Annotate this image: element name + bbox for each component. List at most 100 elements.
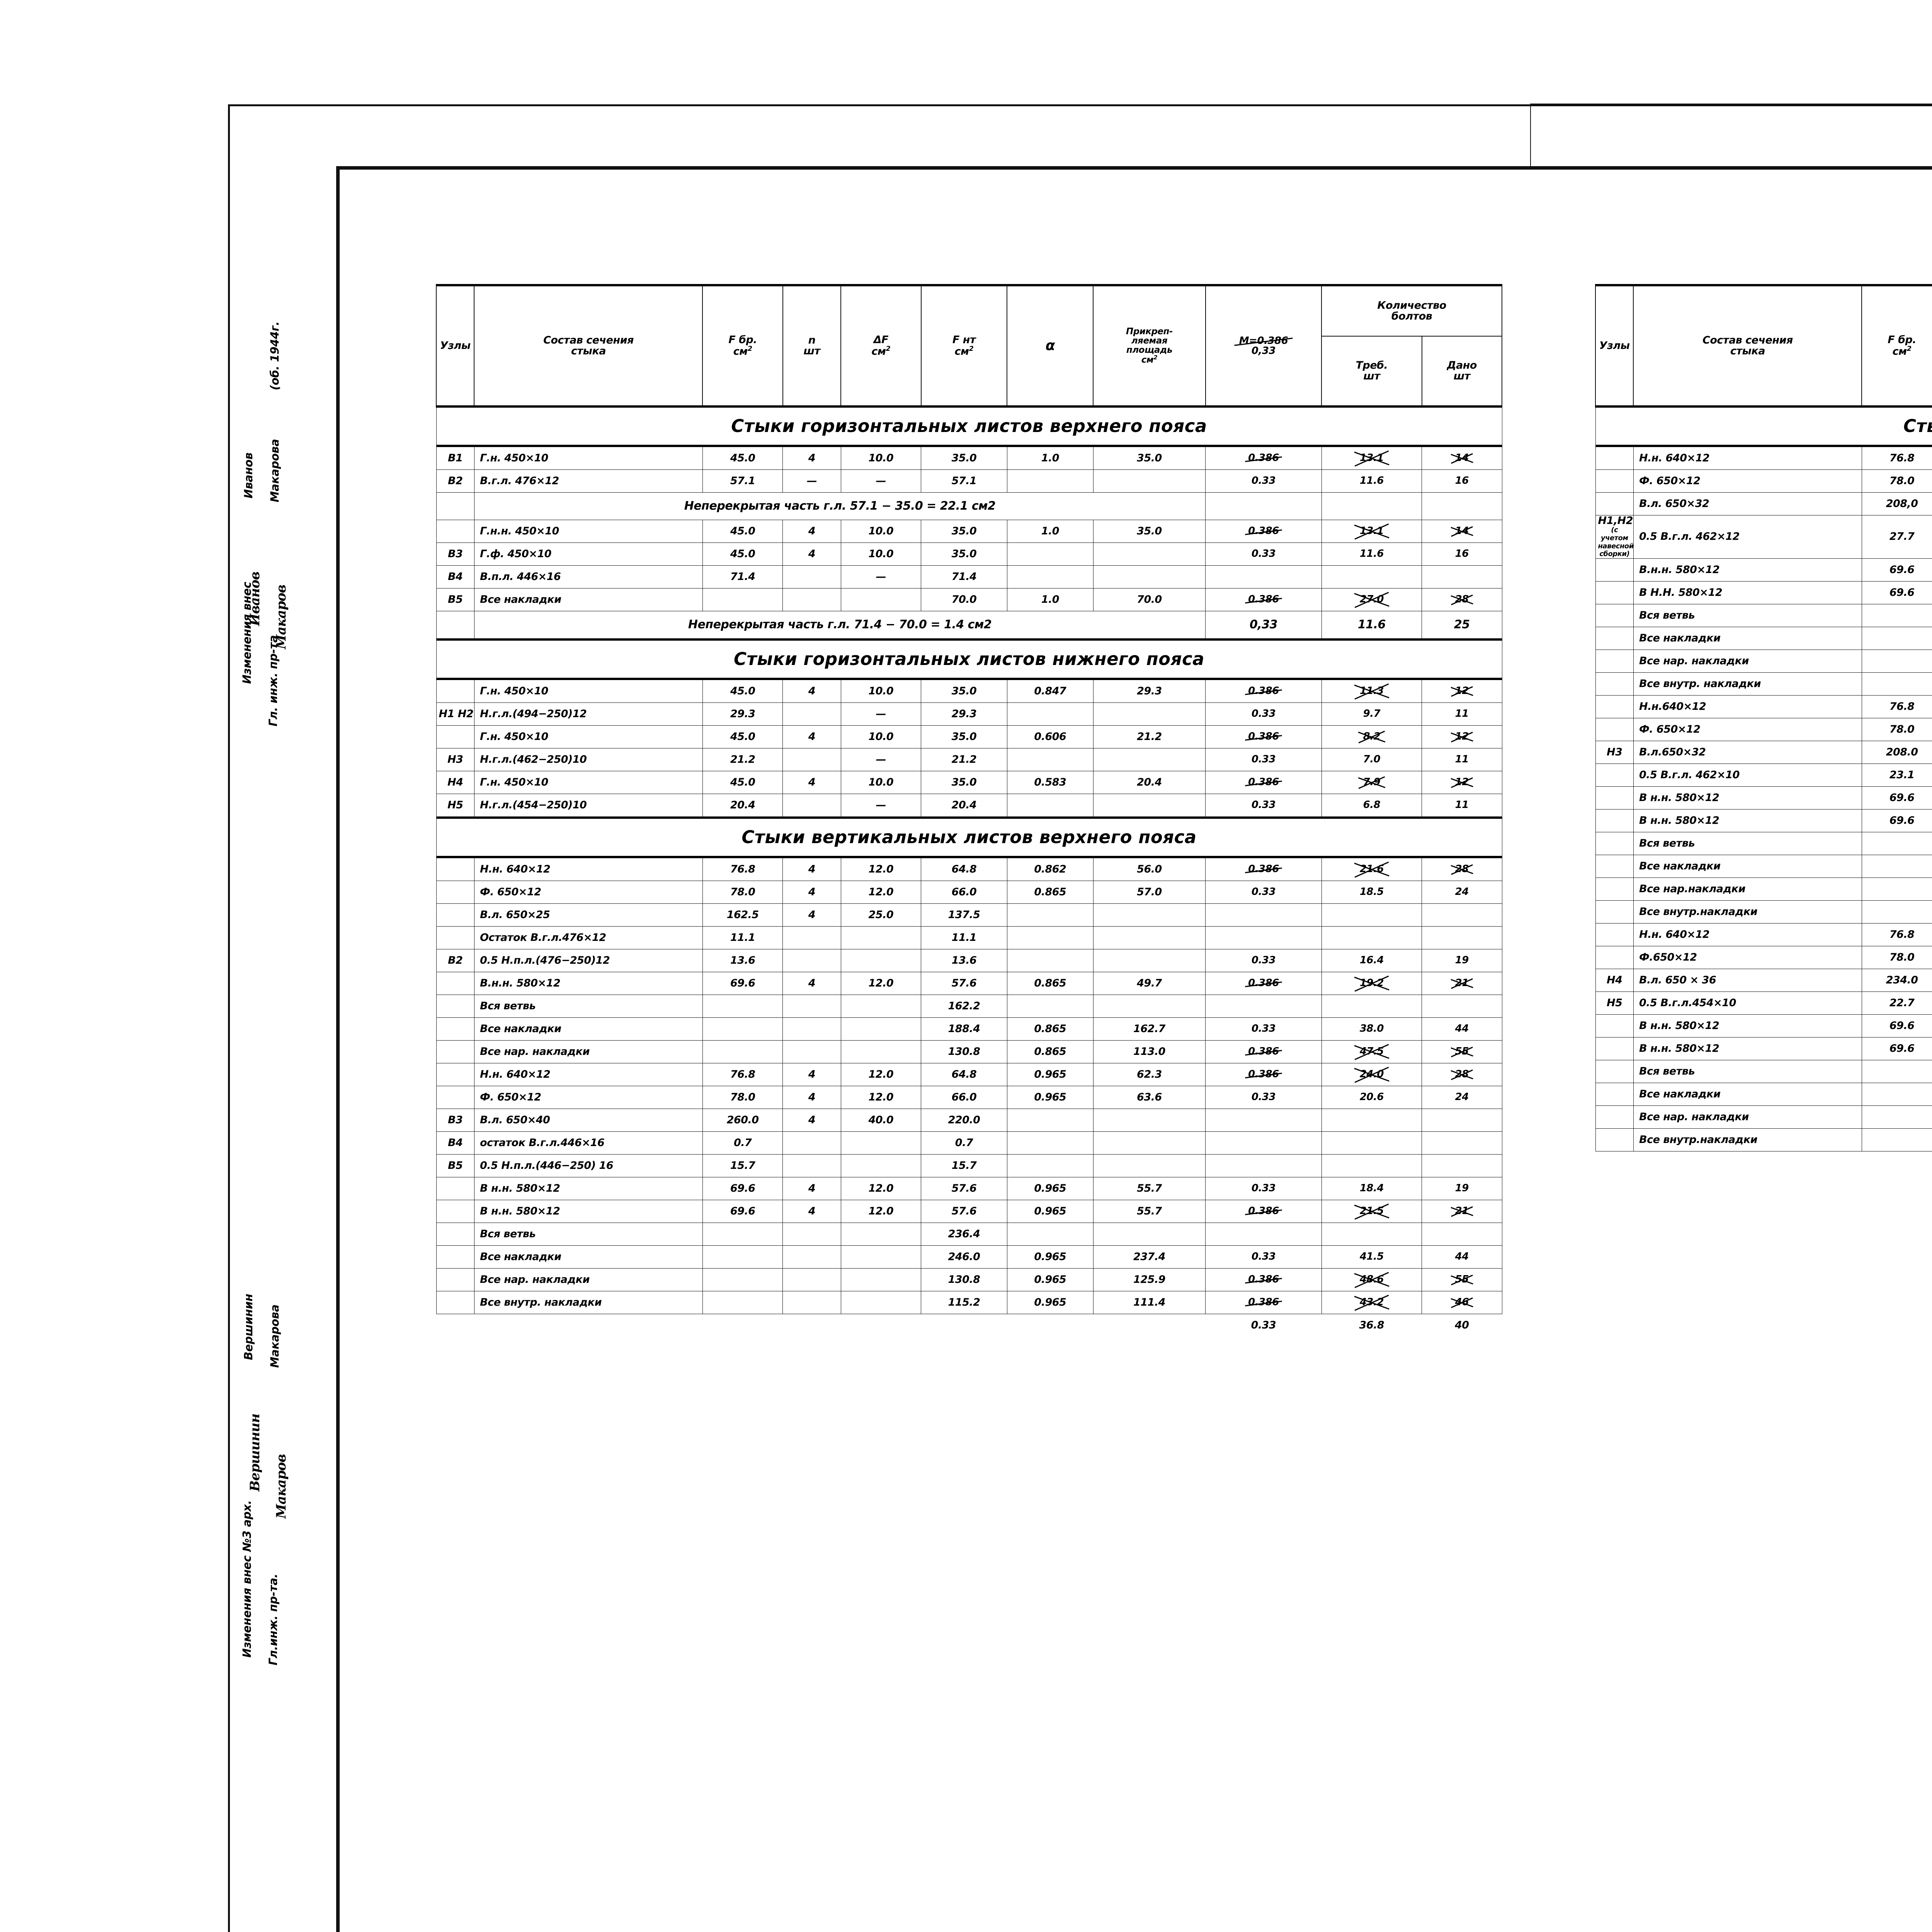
table-total-row: 0.33 36.8 40 (436, 1314, 1502, 1337)
cell-alpha: 0.865 (1007, 1017, 1094, 1041)
cell-bolts-required: 9.7 (1321, 702, 1422, 726)
cell-n (782, 1223, 841, 1246)
cell-composition: 0.5 В.г.л.454×10 (1633, 992, 1862, 1015)
cell-n (782, 702, 841, 726)
cell-alpha: 0.965 (1007, 1245, 1094, 1269)
cell-fbr: 45.0 (702, 520, 783, 543)
cell-delta-f (840, 995, 922, 1018)
cell-fbr: 45.0 (702, 543, 783, 566)
cell-composition: Все нар. накладки (474, 1268, 703, 1291)
cell-attached-area (1093, 995, 1206, 1018)
cell-delta-f (840, 588, 922, 611)
cell-n: 4 (782, 857, 841, 881)
cell-alpha (1007, 702, 1094, 726)
cell-alpha (1007, 1131, 1094, 1155)
cell-delta-f: — (840, 794, 922, 818)
cell-fbr (1861, 627, 1932, 650)
cell-n: 4 (782, 679, 841, 703)
cell-fnt: 11.1 (921, 926, 1007, 949)
cell-fbr (1861, 1105, 1932, 1129)
cell-alpha (1007, 903, 1094, 927)
table-row: Ф.650×12 78.0 4 12.0 66.0 0.90 59.3 0.33… (1595, 946, 1932, 969)
cell-fbr: 0.7 (702, 1131, 783, 1155)
cell-m-coefficient: 0.386 (1205, 725, 1322, 748)
cell-m-coefficient: 0.33 (1205, 748, 1322, 771)
section-title: Стыки вертикальных листов верхнего пояса (436, 816, 1502, 858)
cell-bolts-required: 20.6 (1321, 1086, 1422, 1109)
cell-bolts-given: 16 (1422, 469, 1502, 493)
cell-delta-f: 12.0 (840, 881, 922, 904)
cell-bolts-given (1422, 926, 1502, 949)
cell-composition: Вся ветвь (474, 1223, 703, 1246)
cell-n (782, 1131, 841, 1155)
cell-fbr (1861, 832, 1932, 855)
table-row: Вся ветвь 203.7 0.33 17 (1595, 604, 1932, 628)
cell-delta-f (840, 1017, 922, 1041)
cell-node (1595, 764, 1634, 787)
cell-fbr (702, 588, 783, 611)
cell-bolts-required: 13.1 (1321, 520, 1422, 543)
cell-node (1595, 855, 1634, 878)
cell-node (1595, 1037, 1634, 1061)
cell-fbr: 29.3 (702, 702, 783, 726)
cell-m-coefficient: 0.33 (1205, 881, 1322, 904)
cell-composition: Ф. 650×12 (1633, 469, 1862, 493)
cell-composition: Н.н. 640×12 (1633, 446, 1862, 470)
cell-node (436, 1223, 474, 1246)
cell-node: В2 (436, 469, 474, 493)
margin-signature-top-2: Макаров (274, 585, 289, 650)
cell-delta-f: 10.0 (840, 679, 922, 703)
cell-n (782, 1154, 841, 1177)
cell-attached-area: 62.3 (1093, 1063, 1206, 1086)
cell-node (436, 972, 474, 995)
cell-fbr: 69.6 (702, 1200, 783, 1223)
cell-delta-f: 25.0 (840, 903, 922, 927)
cell-fnt: 64.8 (921, 857, 1007, 881)
cell-n: 4 (782, 725, 841, 748)
cell-bolts-required: 18.5 (1321, 881, 1422, 904)
cell-bolts-required: 6.8 (1321, 794, 1422, 818)
table-row: Н3 Н.г.л.(462−250)10 21.2 — 21.2 0.33 7.… (436, 748, 1502, 771)
cell-node: Н3 (1595, 741, 1634, 764)
note-required (1321, 492, 1422, 520)
cell-m-coefficient: 0.386 (1205, 1063, 1322, 1086)
col-header-alpha: α (1007, 284, 1094, 407)
cell-node (436, 1245, 474, 1269)
cell-node: В1 (436, 446, 474, 470)
cell-node (1595, 558, 1634, 582)
cell-attached-area (1093, 903, 1206, 927)
section-title-row: Стыки горизонтальных листов нижнего пояс… (436, 638, 1502, 680)
cell-alpha: 0.965 (1007, 1291, 1094, 1314)
cell-composition: Все нар. накладки (1633, 650, 1862, 673)
table-row: Все нар. накладки 130.8 0.90 117.5 0.386… (1595, 1105, 1932, 1129)
cell-composition: Все накладки (1633, 855, 1862, 878)
cell-bolts-required: 27.0 (1321, 588, 1422, 611)
cell-node (1595, 1105, 1634, 1129)
cell-m-coefficient: 0.386 (1205, 1040, 1322, 1063)
cell-m-coefficient: 0.33 (1205, 949, 1322, 972)
cell-fbr: 78.0 (1861, 946, 1932, 969)
cell-bolts-required: 7.9 (1321, 771, 1422, 794)
col-header-composition: Состав сечения стыка (1633, 284, 1862, 407)
table-row: Все нар. накладки 130.8 0.965 125.9 0.38… (436, 1268, 1502, 1291)
cell-composition: Г.н. 450×10 (474, 725, 703, 748)
cell-composition: Г.ф. 450×10 (474, 543, 703, 566)
cell-m-coefficient (1205, 926, 1322, 949)
cell-attached-area (1093, 794, 1206, 818)
col-header-attached-area: Прикреп- ляемая площадь см2 (1093, 284, 1206, 407)
cell-bolts-given: 24 (1422, 1086, 1502, 1109)
section-note: Неперекрытая часть г.л. 57.1 − 35.0 = 22… (474, 492, 1206, 520)
cell-attached-area: 237.4 (1093, 1245, 1206, 1269)
cell-node (436, 926, 474, 949)
cell-bolts-required (1321, 995, 1422, 1018)
inner-border (336, 166, 1932, 1932)
cell-fnt: 71.4 (921, 565, 1007, 588)
cell-fnt: 57.1 (921, 469, 1007, 493)
cell-node (1595, 718, 1634, 742)
table-row: В4 остаток В.г.л.446×16 0.7 0.7 (436, 1131, 1502, 1155)
cell-delta-f: 10.0 (840, 725, 922, 748)
table-row: Все накладки 246.0 0.90 220.7 0.33 32.8 … (1595, 1083, 1932, 1106)
cell-composition: 0.5 Н.п.л.(476−250)12 (474, 949, 703, 972)
cell-composition: Все внутр.накладки (1633, 900, 1862, 924)
margin-signature-bottom-2: Макаров (274, 1454, 289, 1519)
